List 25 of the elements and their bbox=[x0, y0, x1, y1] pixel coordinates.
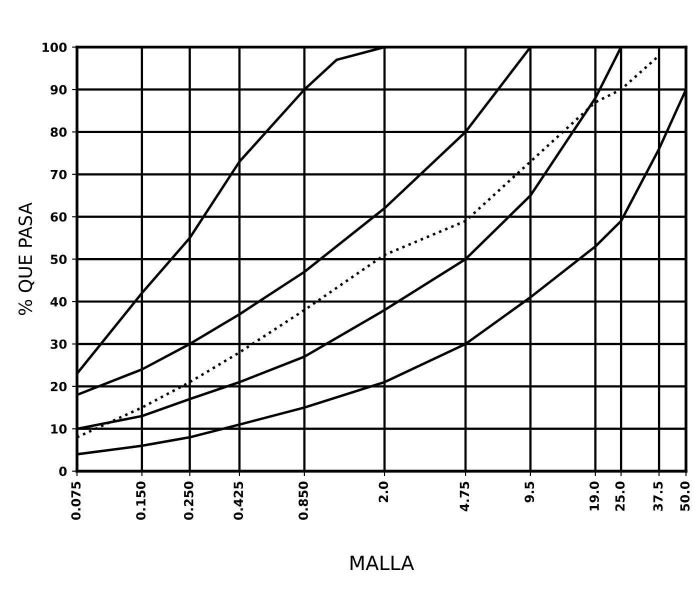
y-tick-label: 90 bbox=[50, 85, 67, 94]
x-tick-label: 50.0 bbox=[680, 482, 690, 511]
x-tick-label: 0.075 bbox=[71, 482, 81, 520]
x-tick-label: 0.425 bbox=[234, 482, 244, 520]
x-tick-label: 19.0 bbox=[590, 482, 600, 510]
x-tick-label: 25.0 bbox=[615, 482, 625, 511]
y-tick-label: 40 bbox=[50, 297, 67, 306]
y-tick-label: 70 bbox=[50, 170, 67, 180]
y-tick-label: 80 bbox=[50, 127, 67, 137]
x-tick-label: 0.250 bbox=[184, 482, 194, 520]
x-tick-label: 4.75 bbox=[460, 482, 470, 512]
y-tick-label: 100 bbox=[42, 42, 67, 52]
y-axis-title: % QUE PASA bbox=[18, 202, 34, 316]
y-tick-label: 10 bbox=[51, 424, 67, 434]
y-tick-label: 60 bbox=[50, 212, 67, 222]
y-tick-label: 50 bbox=[50, 254, 67, 264]
x-tick-label: 0.150 bbox=[136, 482, 146, 520]
y-tick-label: 30 bbox=[50, 339, 67, 349]
y-tick-label: 20 bbox=[50, 382, 67, 392]
x-tick-label: 0.850 bbox=[298, 482, 308, 520]
x-tick-label: 9.5 bbox=[524, 482, 534, 502]
y-tick-label: 0 bbox=[59, 466, 67, 476]
x-tick-label: 37.5 bbox=[653, 482, 663, 511]
x-tick-label: 2.0 bbox=[378, 482, 388, 502]
x-axis-title: MALLA bbox=[350, 556, 414, 570]
